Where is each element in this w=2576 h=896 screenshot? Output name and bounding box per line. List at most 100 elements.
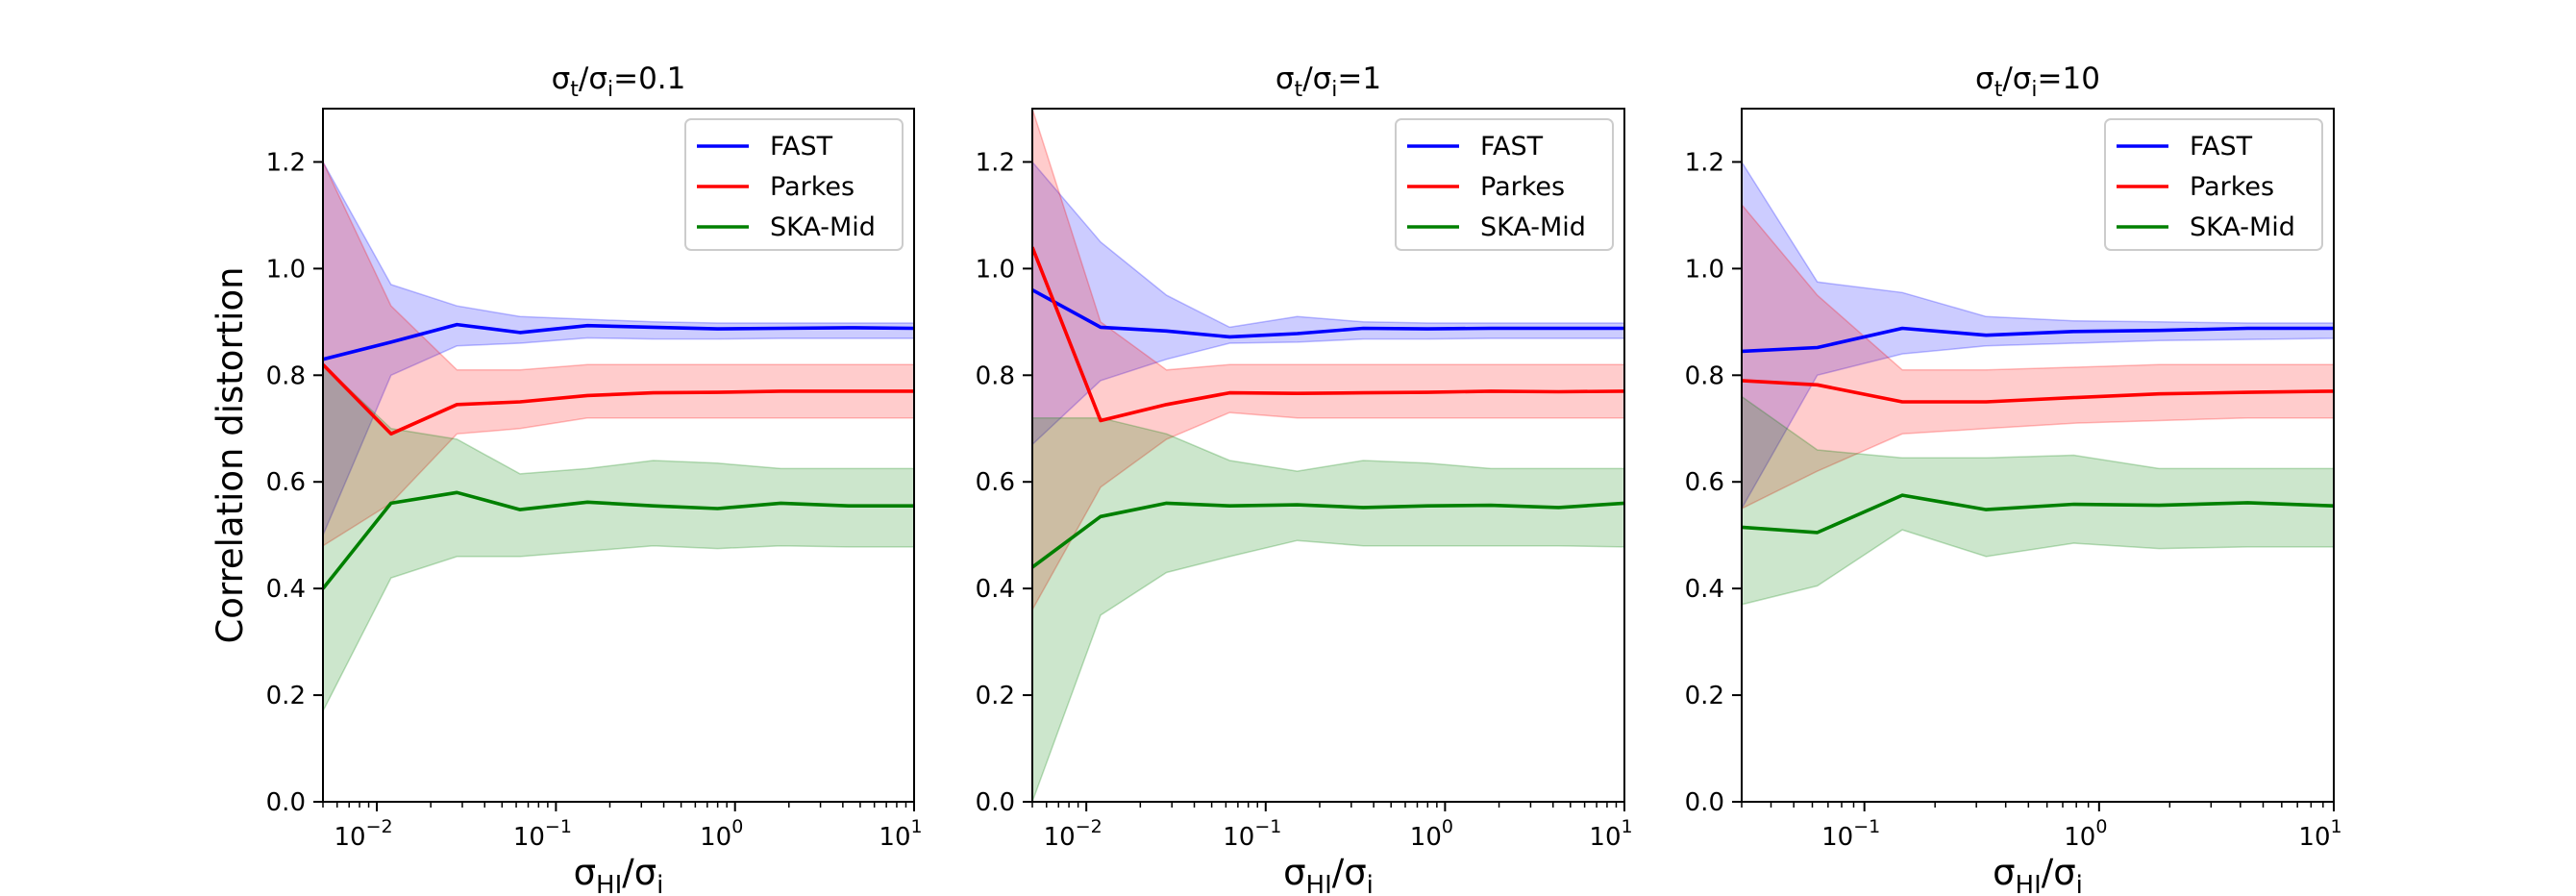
x-tick-base: 10 xyxy=(1044,823,1076,852)
title-subscript: i xyxy=(607,78,613,102)
xlabel-subscript: HI xyxy=(2016,871,2042,896)
xlabel-sigma: σ xyxy=(574,852,596,893)
x-tick-label: 101 xyxy=(879,816,922,852)
title-subscript: i xyxy=(1331,78,1337,102)
x-tick-label: 10−2 xyxy=(334,816,393,852)
x-tick-base: 10 xyxy=(513,823,545,852)
x-tick-exponent: −1 xyxy=(1254,816,1281,837)
x-tick-base: 10 xyxy=(2064,823,2095,852)
title-value: =1 xyxy=(1337,62,1381,96)
xlabel-subscript: HI xyxy=(1306,871,1332,896)
legend-entry: Parkes xyxy=(2190,172,2274,202)
y-tick-label: 0.0 xyxy=(1685,788,1724,817)
plot-area xyxy=(1032,109,1624,802)
series-line-fast xyxy=(1742,326,2334,354)
legend-entry: SKA-Mid xyxy=(1480,212,1586,242)
title-value: =0.1 xyxy=(613,62,685,96)
y-tick-label: 0.8 xyxy=(1685,361,1724,390)
legend-frame xyxy=(1395,118,1614,251)
panel-title: σt/σi=0.1 xyxy=(552,62,686,102)
legend-entry: Parkes xyxy=(770,172,855,202)
band-fast xyxy=(1032,161,1624,446)
y-tick-label: 0.4 xyxy=(976,575,1015,604)
band-parkes xyxy=(1032,109,1624,611)
x-tick-label: 101 xyxy=(1589,816,1632,852)
x-tick-exponent: 1 xyxy=(1622,816,1633,837)
series-line-parkes xyxy=(323,362,914,436)
title-sigma: σ xyxy=(1276,62,1295,96)
y-tick-label: 1.0 xyxy=(1685,255,1724,284)
x-tick-exponent: 1 xyxy=(911,816,923,837)
x-tick-exponent: −1 xyxy=(545,816,572,837)
legend-entry: FAST xyxy=(770,132,833,162)
x-tick-base: 10 xyxy=(2298,823,2330,852)
axes-frame xyxy=(322,108,915,803)
legend-entry: SKA-Mid xyxy=(2190,212,2295,242)
x-axis-label: σHI/σi xyxy=(574,852,664,896)
x-tick-base: 10 xyxy=(700,823,731,852)
y-tick-label: 0.2 xyxy=(1685,682,1724,710)
legend-frame xyxy=(2104,118,2323,251)
xlabel-slash: /σ xyxy=(1332,852,1367,893)
xlabel-subscript: i xyxy=(2076,871,2083,896)
x-tick-base: 10 xyxy=(334,823,366,852)
title-subscript: t xyxy=(1295,78,1303,102)
xlabel-subscript: i xyxy=(1367,871,1374,896)
axes-frame xyxy=(1031,108,1625,803)
series-line-ska-mid xyxy=(1032,501,1624,569)
y-tick-label: 0.4 xyxy=(1685,575,1724,604)
x-tick-base: 10 xyxy=(879,823,910,852)
panel-title: σt/σi=1 xyxy=(1276,62,1381,102)
x-tick-label: 100 xyxy=(1410,816,1453,852)
legend: FAST Parkes SKA-Mid xyxy=(684,118,904,251)
series-line-ska-mid xyxy=(323,490,914,590)
title-subscript: t xyxy=(570,78,579,102)
x-tick-base: 10 xyxy=(1223,823,1254,852)
xlabel-slash: /σ xyxy=(622,852,656,893)
x-tick-base: 10 xyxy=(1410,823,1442,852)
xlabel-subscript: i xyxy=(656,871,663,896)
y-tick-label: 0.6 xyxy=(266,468,306,497)
band-ska-mid xyxy=(1032,416,1624,802)
chart-panel-2: 0.00.20.40.60.81.01.210−2 10−1 100 101σt/σi… xyxy=(976,62,1633,896)
legend: FAST Parkes SKA-Mid xyxy=(1395,118,1614,251)
y-tick-label: 0.4 xyxy=(266,575,306,604)
x-tick-base: 10 xyxy=(1821,823,1853,852)
y-tick-label: 0.8 xyxy=(976,361,1015,390)
chart-panel-1: 0.00.20.40.60.81.01.210−2 10−1 100 101σt/σi… xyxy=(210,62,923,896)
xlabel-slash: /σ xyxy=(2042,852,2076,893)
x-tick-label: 10−1 xyxy=(513,816,572,852)
xlabel-sigma: σ xyxy=(1283,852,1305,893)
x-tick-exponent: −2 xyxy=(1076,816,1102,837)
series-line-parkes xyxy=(1032,246,1624,423)
x-tick-label: 10−1 xyxy=(1821,816,1880,852)
x-tick-exponent: 0 xyxy=(1442,816,1453,837)
x-tick-label: 101 xyxy=(2298,816,2341,852)
x-tick-base: 10 xyxy=(1589,823,1621,852)
legend-entry: SKA-Mid xyxy=(770,212,876,242)
title-sigma: σ xyxy=(552,62,571,96)
chart-panel-3: 0.00.20.40.60.81.01.210−1 100 101σt/σi=10σ… xyxy=(1685,62,2342,896)
title-slash: /σ xyxy=(1302,62,1331,96)
y-tick-label: 1.0 xyxy=(976,255,1015,284)
legend-entry: FAST xyxy=(1480,132,1544,162)
x-tick-label: 10−1 xyxy=(1223,816,1281,852)
axes-frame xyxy=(1741,108,2335,803)
x-tick-label: 100 xyxy=(700,816,743,852)
band-fast xyxy=(1742,161,2334,510)
legend-entry: FAST xyxy=(2190,132,2253,162)
legend-entry: Parkes xyxy=(1480,172,1565,202)
x-tick-label: 100 xyxy=(2064,816,2107,852)
plot-area xyxy=(323,160,914,712)
title-subscript: t xyxy=(1994,78,2003,102)
title-sigma: σ xyxy=(1975,62,1994,96)
y-tick-label: 0.8 xyxy=(266,361,306,390)
title-slash: /σ xyxy=(579,62,607,96)
series-line-ska-mid xyxy=(1742,493,2334,535)
title-value: =10 xyxy=(2038,62,2100,96)
x-tick-exponent: 0 xyxy=(731,816,743,837)
xlabel-sigma: σ xyxy=(1993,852,2015,893)
y-tick-label: 0.0 xyxy=(266,788,306,817)
x-tick-exponent: 1 xyxy=(2331,816,2342,837)
y-tick-label: 0.6 xyxy=(1685,468,1724,497)
